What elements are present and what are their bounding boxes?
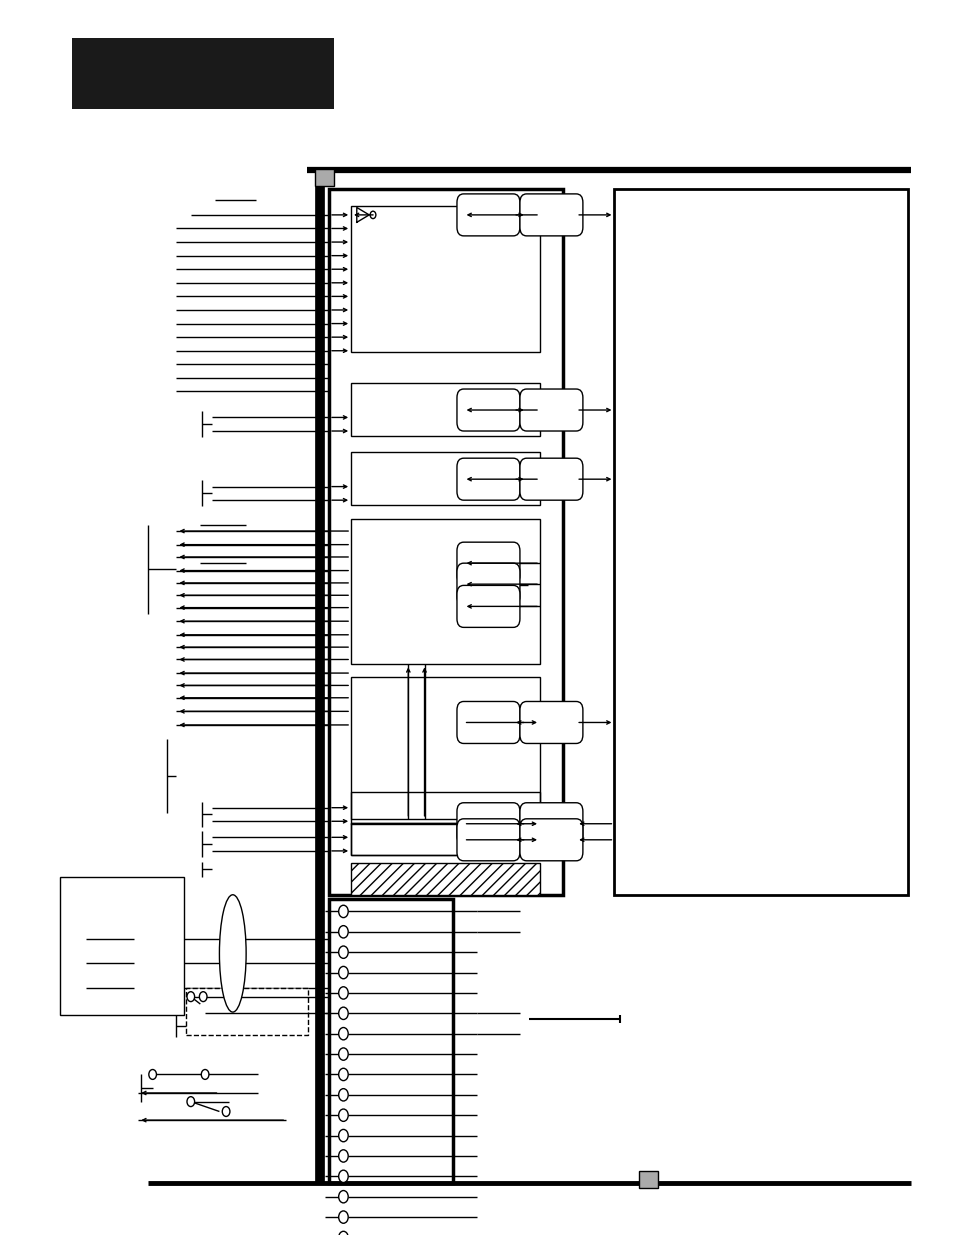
Ellipse shape [219,894,246,1013]
Bar [186,988,308,1035]
Bar [639,1171,658,1188]
Circle shape [201,1070,209,1079]
FancyBboxPatch shape [456,389,519,431]
Circle shape [338,1210,348,1223]
Circle shape [338,1068,348,1081]
Bar [351,677,539,819]
Bar [351,792,539,824]
Bar [71,38,334,109]
Circle shape [370,211,375,219]
Circle shape [338,987,348,999]
Bar [351,823,539,855]
Circle shape [338,926,348,939]
Circle shape [338,1129,348,1141]
FancyBboxPatch shape [456,458,519,500]
Circle shape [338,905,348,918]
Bar [351,823,539,855]
Bar [614,189,907,895]
FancyBboxPatch shape [456,563,519,605]
Bar [329,899,453,1183]
FancyBboxPatch shape [456,803,519,845]
Bar [351,383,539,436]
Circle shape [338,1008,348,1020]
Circle shape [338,1191,348,1203]
Circle shape [338,1231,348,1235]
Circle shape [338,1089,348,1102]
Circle shape [338,1150,348,1162]
FancyBboxPatch shape [519,389,582,431]
Circle shape [338,1171,348,1183]
FancyBboxPatch shape [519,819,582,861]
Circle shape [199,992,207,1002]
Bar [351,519,539,664]
Bar [314,169,334,186]
Bar [329,189,562,895]
FancyBboxPatch shape [519,803,582,845]
FancyBboxPatch shape [456,819,519,861]
FancyBboxPatch shape [519,194,582,236]
Circle shape [222,1107,230,1116]
Circle shape [149,1070,156,1079]
Circle shape [187,992,194,1002]
Bar [60,877,184,1015]
Bar [351,452,539,505]
Circle shape [338,1028,348,1040]
FancyBboxPatch shape [519,701,582,743]
FancyBboxPatch shape [456,701,519,743]
Bar [351,206,539,352]
FancyBboxPatch shape [519,458,582,500]
FancyBboxPatch shape [456,585,519,627]
Circle shape [338,1047,348,1060]
Polygon shape [356,207,369,222]
FancyBboxPatch shape [456,542,519,584]
Circle shape [338,946,348,958]
Circle shape [338,1109,348,1121]
Circle shape [187,1097,194,1107]
FancyBboxPatch shape [456,194,519,236]
Bar [351,863,539,895]
Circle shape [338,966,348,978]
